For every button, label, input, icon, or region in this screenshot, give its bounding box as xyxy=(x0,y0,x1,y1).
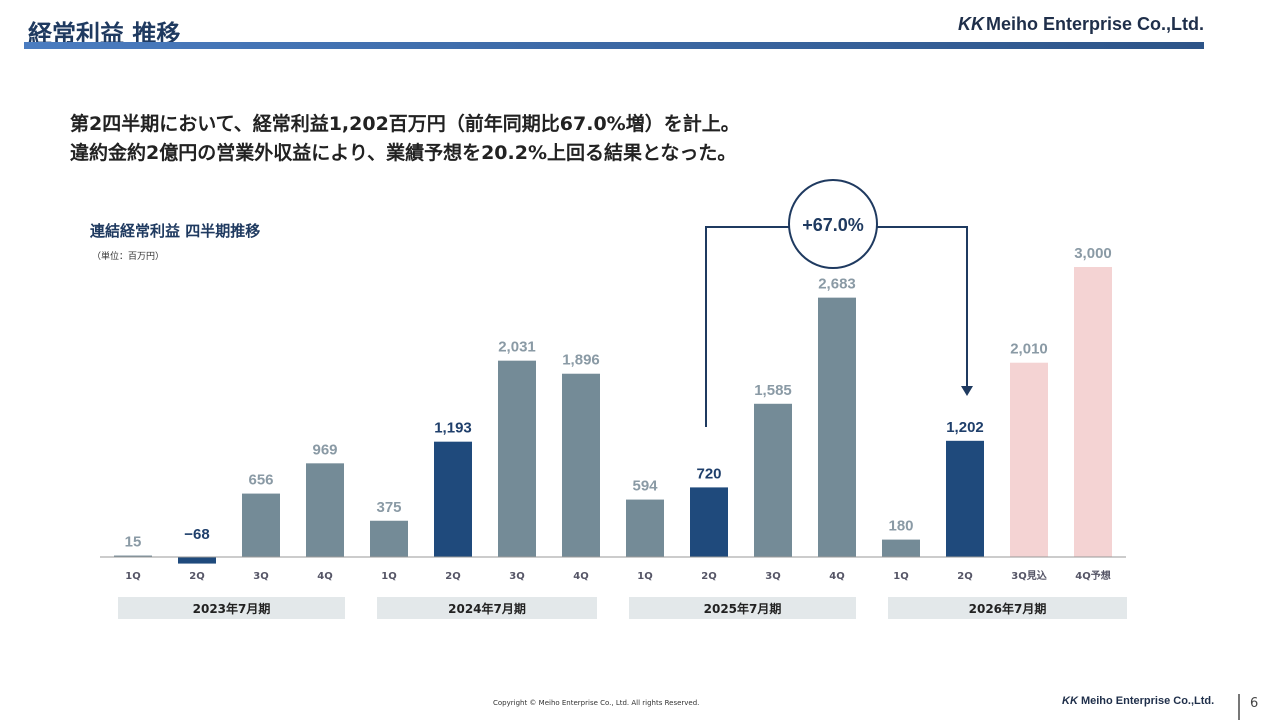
headline: 第2四半期において、経常利益1,202百万円（前年同期比67.0%増）を計上。 … xyxy=(70,110,740,168)
bar xyxy=(626,499,664,557)
x-tick-label: 2Q xyxy=(957,571,972,582)
bar xyxy=(754,403,792,557)
bar xyxy=(818,297,856,557)
bar xyxy=(178,557,216,564)
bar xyxy=(434,441,472,557)
x-tick-label: 3Q xyxy=(765,571,780,582)
year-group-band xyxy=(888,597,1127,619)
data-label: 1,896 xyxy=(562,352,600,369)
data-label: 2,031 xyxy=(498,339,536,356)
growth-arrow-right xyxy=(876,226,968,390)
title-underline xyxy=(24,42,1204,49)
x-tick-label: 2Q xyxy=(445,571,460,582)
data-label: 2,683 xyxy=(818,276,856,293)
data-label: 1,193 xyxy=(434,420,472,437)
data-label: 2,010 xyxy=(1010,341,1048,358)
bar xyxy=(690,487,728,557)
x-tick-label: 4Q xyxy=(829,571,844,582)
bar xyxy=(306,463,344,557)
x-tick-label: 2Q xyxy=(701,571,716,582)
x-tick-label: 3Q xyxy=(253,571,268,582)
chart-title: 連結経常利益 四半期推移 xyxy=(90,222,261,240)
bar xyxy=(1074,267,1112,557)
copyright: Copyright © Meiho Enterprise Co., Ltd. A… xyxy=(493,699,700,707)
data-label: 1,585 xyxy=(754,382,792,399)
data-label: −68 xyxy=(184,526,209,543)
headline-line-1: 第2四半期において、経常利益1,202百万円（前年同期比67.0%増）を計上。 xyxy=(70,113,740,135)
growth-arrow-left xyxy=(705,226,790,427)
headline-line-2: 違約金約2億円の営業外収益により、業績予想を20.2%上回る結果となった。 xyxy=(70,142,737,164)
year-group-label: 2026年7月期 xyxy=(969,601,1047,616)
x-tick-label: 3Q見込 xyxy=(1011,569,1046,582)
growth-annotation: +67.0% xyxy=(802,215,864,235)
x-tick-label: 1Q xyxy=(125,571,140,582)
year-group-band xyxy=(377,597,597,619)
bar xyxy=(498,360,536,557)
footer-divider xyxy=(1238,694,1240,720)
data-label: 1,202 xyxy=(946,419,984,436)
chart-unit: （単位：百万円） xyxy=(92,252,165,262)
arrow-head-icon xyxy=(961,386,973,396)
x-tick-label: 1Q xyxy=(381,571,396,582)
year-group-label: 2023年7月期 xyxy=(193,601,271,616)
company-logo: KK Meiho Enterprise Co.,Ltd. xyxy=(957,14,1204,34)
bar xyxy=(370,520,408,557)
year-group-label: 2025年7月期 xyxy=(704,601,782,616)
x-tick-label: 1Q xyxy=(893,571,908,582)
x-tick-label: 4Q xyxy=(573,571,588,582)
data-label: 594 xyxy=(632,478,658,495)
x-tick-label: 4Q xyxy=(317,571,332,582)
page-number: 6 xyxy=(1250,696,1259,711)
footer-logo: KK Meiho Enterprise Co.,Ltd. xyxy=(1062,695,1215,707)
bar xyxy=(1010,362,1048,557)
x-tick-label: 3Q xyxy=(509,571,524,582)
data-label: 180 xyxy=(888,518,913,535)
bar xyxy=(882,539,920,557)
data-label: 15 xyxy=(125,534,142,551)
data-label: 656 xyxy=(248,472,273,489)
year-group-band xyxy=(118,597,345,619)
x-tick-label: 1Q xyxy=(637,571,652,582)
year-group-label: 2024年7月期 xyxy=(448,601,526,616)
bar xyxy=(242,493,280,557)
bar xyxy=(114,555,152,558)
bar xyxy=(562,373,600,557)
data-label: 969 xyxy=(312,441,337,458)
data-label: 375 xyxy=(376,499,401,516)
x-tick-label: 4Q予想 xyxy=(1075,569,1110,582)
bar xyxy=(946,440,984,557)
year-group-band xyxy=(629,597,856,619)
annotation-circle xyxy=(788,179,878,269)
x-tick-label: 2Q xyxy=(189,571,204,582)
data-label: 3,000 xyxy=(1074,245,1112,262)
data-label: 720 xyxy=(696,465,721,482)
